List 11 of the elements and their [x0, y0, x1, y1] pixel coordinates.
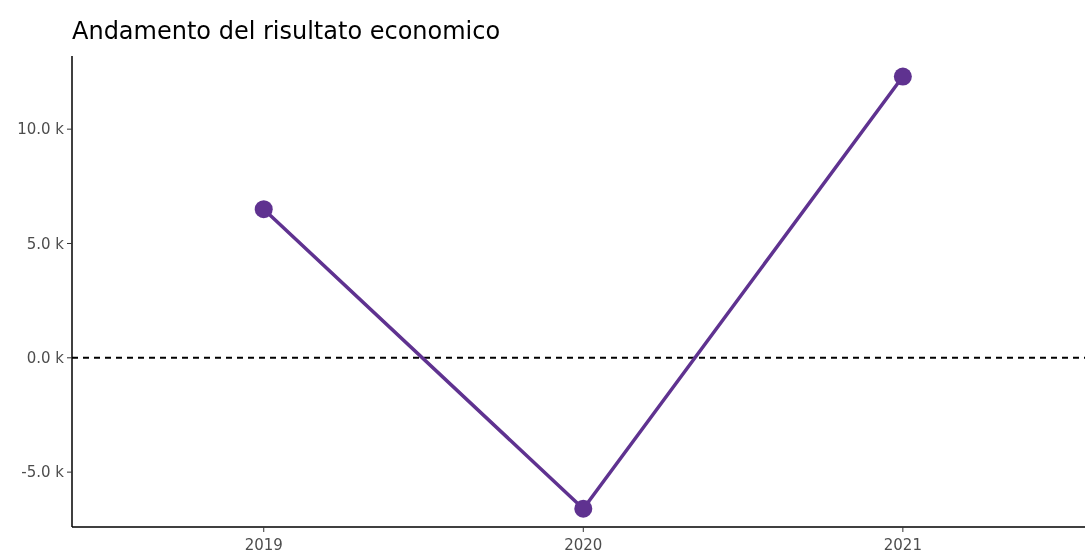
point [254, 200, 273, 219]
point [574, 499, 593, 518]
y-tick-label: 10.0 k [17, 120, 65, 139]
y-tick-label: 0.0 k [26, 349, 65, 368]
x-tick-label: 2021 [883, 536, 922, 552]
x-tick-label: 2020 [564, 536, 603, 552]
y-tick-label: 5.0 k [26, 234, 65, 253]
y-tick-label: -5.0 k [21, 463, 65, 482]
point [893, 67, 912, 86]
chart-title: Andamento del risultato economico [72, 17, 501, 45]
x-tick-label: 2019 [244, 536, 283, 552]
